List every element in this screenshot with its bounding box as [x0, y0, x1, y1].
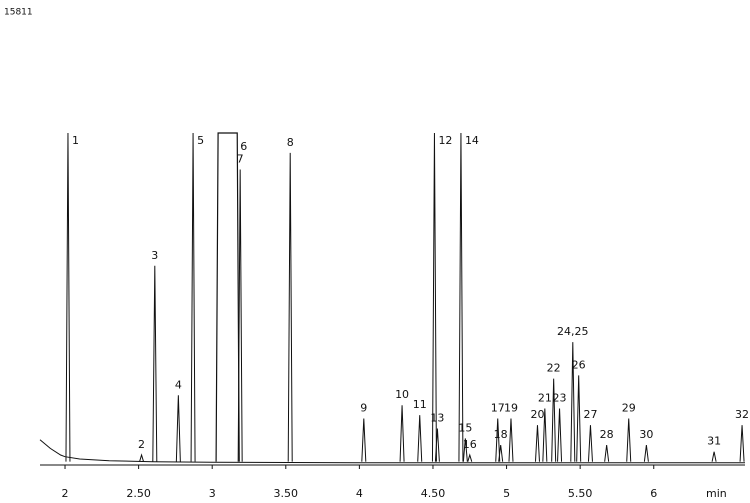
x-axis-label: min — [706, 487, 727, 500]
x-tick-label: 2 — [62, 487, 69, 500]
peak-label: 9 — [360, 402, 367, 415]
peak — [508, 418, 514, 462]
peak-label: 32 — [735, 408, 749, 421]
peak-label: 8 — [287, 136, 294, 149]
peak-label: 12 — [438, 134, 452, 147]
peak-label: 19 — [504, 402, 518, 415]
peak-label: 5 — [197, 134, 204, 147]
peak-label: 14 — [465, 134, 479, 147]
peak — [65, 132, 71, 462]
peak-label: 16 — [463, 438, 477, 451]
peak-label: 1 — [72, 134, 79, 147]
peak — [215, 132, 240, 462]
peak — [361, 418, 367, 462]
peak-label: 22 — [547, 362, 561, 375]
peak — [287, 152, 293, 462]
peak-label: 6 — [240, 140, 247, 153]
peak-label: 18 — [494, 428, 508, 441]
baseline-trace — [39, 439, 745, 464]
x-tick-label: 5 — [503, 487, 510, 500]
x-tick-label: 6 — [650, 487, 657, 500]
x-tick-label: 5.50 — [568, 487, 593, 500]
peak-label: 11 — [413, 398, 427, 411]
peak-label: 2 — [138, 438, 145, 451]
peak-label: 21 — [538, 392, 552, 405]
peak — [152, 265, 158, 462]
peak-label: 28 — [600, 428, 614, 441]
x-tick-label: 4 — [356, 487, 363, 500]
peak-label: 13 — [430, 411, 444, 424]
peak-label: 23 — [553, 392, 567, 405]
peak — [458, 132, 464, 462]
peak — [587, 425, 593, 462]
peak — [498, 445, 504, 462]
x-tick-label: 4.50 — [421, 487, 446, 500]
peak — [570, 342, 576, 462]
peak-label: 15 — [458, 421, 472, 434]
peak — [399, 405, 405, 462]
x-tick-label: 3 — [209, 487, 216, 500]
peak-label: 7 — [237, 153, 244, 166]
peak-label: 27 — [583, 408, 597, 421]
peak — [417, 415, 423, 462]
peak — [175, 395, 181, 462]
peak — [431, 132, 437, 462]
peak — [557, 408, 563, 462]
peak-label: 30 — [639, 428, 653, 441]
peak — [551, 378, 557, 462]
scale-label: 15811 — [4, 8, 33, 18]
x-tick-label: 2.50 — [126, 487, 151, 500]
x-tick-label: 3.50 — [274, 487, 299, 500]
peak-label: 10 — [395, 388, 409, 401]
peak — [643, 445, 649, 462]
peak — [576, 375, 582, 462]
peak — [434, 428, 440, 462]
peak-label: 29 — [622, 402, 636, 415]
peak — [237, 169, 243, 462]
peak-label: 17 — [491, 402, 505, 415]
peak — [462, 438, 468, 462]
peak-label: 24,25 — [557, 325, 589, 338]
peak-label: 3 — [151, 249, 158, 262]
peak-label: 20 — [530, 408, 544, 421]
peak — [711, 451, 717, 462]
peak — [739, 425, 745, 462]
peak — [190, 132, 196, 462]
peak — [467, 453, 473, 462]
peak — [139, 453, 145, 462]
peak — [495, 418, 501, 462]
peak-label: 26 — [572, 358, 586, 371]
peak — [604, 445, 610, 462]
peak-label: 31 — [707, 435, 721, 448]
peak — [542, 408, 548, 462]
peak — [626, 418, 632, 462]
peak — [534, 425, 540, 462]
peak-label: 4 — [175, 378, 182, 391]
